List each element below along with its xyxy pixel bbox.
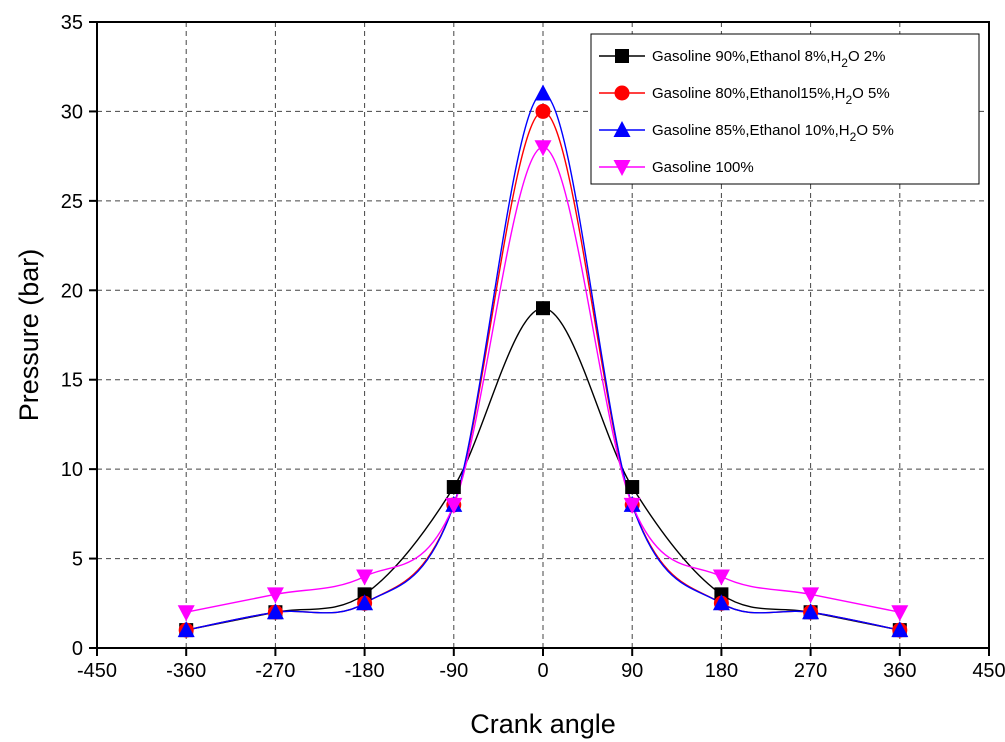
x-tick-label: 450 bbox=[972, 660, 1005, 682]
x-tick-label: 360 bbox=[883, 660, 916, 682]
data-point bbox=[614, 85, 630, 101]
y-tick-label: 25 bbox=[61, 191, 83, 213]
data-point bbox=[613, 160, 631, 176]
y-tick-label: 20 bbox=[61, 280, 83, 302]
x-tick-label: 0 bbox=[537, 660, 548, 682]
series-markers bbox=[177, 84, 909, 638]
data-point bbox=[534, 140, 552, 157]
legend: Gasoline 90%,Ethanol 8%,H2O 2% Gasoline 8… bbox=[590, 33, 980, 185]
x-tick-label: -180 bbox=[345, 660, 385, 682]
x-tick-label: -270 bbox=[255, 660, 295, 682]
y-tick-label: 15 bbox=[61, 370, 83, 392]
y-tick-label: 5 bbox=[72, 549, 83, 571]
legend-label: Gasoline 100% bbox=[652, 159, 754, 176]
data-point bbox=[712, 594, 730, 611]
y-tick-label: 10 bbox=[61, 459, 83, 481]
y-axis-title: Pressure (bar) bbox=[14, 249, 44, 422]
legend-box bbox=[590, 33, 980, 185]
data-point bbox=[356, 594, 374, 611]
axis-ticks bbox=[89, 21, 990, 656]
data-point bbox=[802, 603, 820, 620]
x-tick-label: -360 bbox=[166, 660, 206, 682]
legend-entry-3: Gasoline 100% bbox=[599, 159, 754, 176]
data-point bbox=[535, 103, 551, 119]
data-point bbox=[177, 621, 195, 638]
data-point bbox=[536, 301, 550, 316]
data-point bbox=[623, 497, 641, 514]
legend-entry-2: Gasoline 85%,Ethanol 10%,H2O 5% bbox=[599, 121, 894, 144]
data-point bbox=[891, 621, 909, 638]
legend-entry-1: Gasoline 80%,Ethanol15%,H2O 5% bbox=[599, 85, 890, 107]
data-point bbox=[613, 121, 631, 137]
legend-label: Gasoline 90%,Ethanol 8%,H2O 2% bbox=[652, 48, 885, 70]
data-point bbox=[266, 603, 284, 620]
data-point bbox=[356, 569, 374, 586]
y-tick-label: 35 bbox=[61, 12, 83, 34]
legend-label: Gasoline 85%,Ethanol 10%,H2O 5% bbox=[652, 122, 894, 144]
x-tick-label: -450 bbox=[77, 660, 117, 682]
x-tick-label: 90 bbox=[621, 660, 643, 682]
data-point bbox=[445, 497, 463, 514]
y-tick-label: 0 bbox=[72, 638, 83, 660]
series-line-1 bbox=[186, 110, 900, 631]
data-point bbox=[266, 587, 284, 604]
x-tick-label: -90 bbox=[439, 660, 468, 682]
data-point bbox=[891, 605, 909, 622]
data-point bbox=[802, 587, 820, 604]
series-markers-3 bbox=[177, 140, 909, 622]
data-point bbox=[615, 49, 629, 63]
x-tick-label: 270 bbox=[794, 660, 827, 682]
x-axis-title: Crank angle bbox=[470, 709, 616, 739]
data-point bbox=[534, 84, 552, 101]
data-point bbox=[446, 480, 461, 495]
x-tick-label: 180 bbox=[705, 660, 738, 682]
data-point bbox=[177, 605, 195, 622]
legend-entry-0: Gasoline 90%,Ethanol 8%,H2O 2% bbox=[599, 48, 885, 70]
data-point bbox=[625, 480, 640, 495]
tick-labels: -450 -360 -270 -180 -90 0 90 180 270 360 450 0 5 10 15… bbox=[61, 12, 1005, 682]
legend-label: Gasoline 80%,Ethanol15%,H2O 5% bbox=[652, 85, 890, 107]
data-point bbox=[712, 569, 730, 586]
y-tick-label: 30 bbox=[61, 101, 83, 123]
